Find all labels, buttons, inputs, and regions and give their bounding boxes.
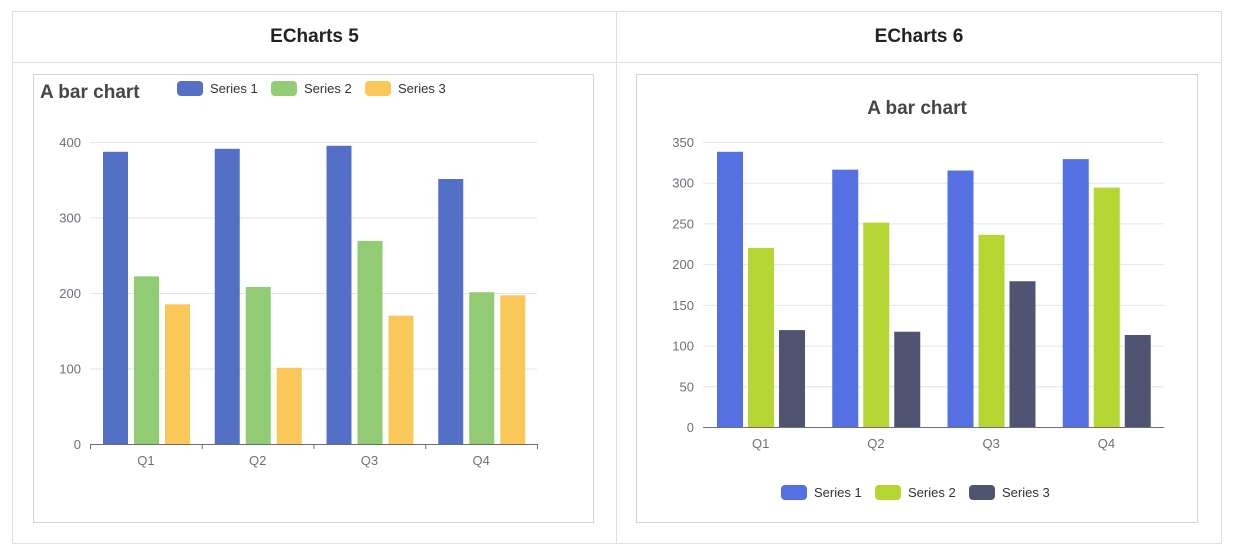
bar-series-3-q3 bbox=[1009, 281, 1036, 427]
x-tick-label: Q1 bbox=[752, 436, 769, 451]
y-tick-label: 50 bbox=[680, 379, 694, 394]
bar-series-1-q2 bbox=[214, 148, 240, 445]
bar-series-3-q1 bbox=[779, 330, 805, 427]
x-tick-label: Q1 bbox=[137, 453, 154, 468]
bar-series-1-q3 bbox=[947, 170, 974, 427]
legend-swatch-3 bbox=[969, 485, 995, 500]
column-header-echarts6: ECharts 6 bbox=[874, 26, 964, 47]
bar-series-1-q1 bbox=[717, 151, 743, 427]
bar-series-2-q2 bbox=[863, 222, 890, 427]
legend-swatch-2 bbox=[271, 81, 297, 96]
x-tick-label: Q4 bbox=[1098, 436, 1115, 451]
bar-series-1-q4 bbox=[1062, 159, 1089, 427]
bar-series-2-q2 bbox=[245, 286, 271, 444]
x-tick-label: Q4 bbox=[472, 453, 489, 468]
y-tick-label: 400 bbox=[59, 135, 81, 150]
legend-label-2: Series 2 bbox=[304, 81, 352, 96]
legend-swatch-1 bbox=[781, 485, 807, 500]
bar-series-2-q3 bbox=[978, 234, 1005, 427]
legend-label-1: Series 1 bbox=[210, 81, 258, 96]
column-divider bbox=[616, 12, 617, 543]
x-tick-label: Q2 bbox=[867, 436, 884, 451]
y-tick-label: 200 bbox=[672, 257, 694, 272]
bar-series-1-q3 bbox=[326, 145, 352, 444]
comparison-table: ECharts 5 ECharts 6 bbox=[12, 11, 1222, 544]
column-header-echarts5: ECharts 5 bbox=[270, 26, 359, 47]
legend-label-2: Series 2 bbox=[908, 485, 956, 500]
x-tick-label: Q3 bbox=[361, 453, 378, 468]
bar-series-3-q2 bbox=[894, 331, 921, 427]
bar-series-3-q2 bbox=[276, 367, 302, 444]
y-tick-label: 300 bbox=[59, 211, 81, 226]
y-tick-label: 200 bbox=[59, 286, 81, 301]
bar-series-1-q4 bbox=[438, 178, 464, 444]
chart-title: A bar chart bbox=[867, 98, 967, 119]
y-tick-label: 100 bbox=[59, 362, 81, 377]
y-tick-label: 100 bbox=[672, 339, 694, 354]
y-tick-label: 0 bbox=[687, 420, 694, 435]
header-divider bbox=[13, 62, 1221, 63]
y-tick-label: 350 bbox=[672, 135, 694, 150]
legend-label-3: Series 3 bbox=[1002, 485, 1050, 500]
bar-series-3-q4 bbox=[1124, 334, 1151, 427]
bar-series-2-q4 bbox=[469, 292, 495, 444]
legend-label-3: Series 3 bbox=[398, 81, 446, 96]
y-tick-label: 0 bbox=[74, 437, 81, 452]
bar-series-2-q4 bbox=[1093, 187, 1120, 427]
y-tick-label: 250 bbox=[672, 216, 694, 231]
y-tick-label: 150 bbox=[672, 298, 694, 313]
y-tick-label: 300 bbox=[672, 176, 694, 191]
legend-swatch-3 bbox=[365, 81, 391, 96]
bar-series-2-q3 bbox=[357, 240, 383, 444]
bar-series-3-q3 bbox=[388, 315, 414, 444]
bar-series-1-q2 bbox=[832, 169, 859, 427]
x-tick-label: Q2 bbox=[249, 453, 266, 468]
legend-swatch-1 bbox=[177, 81, 203, 96]
legend-label-1: Series 1 bbox=[814, 485, 862, 500]
bar-series-1-q1 bbox=[103, 151, 128, 444]
bar-series-3-q1 bbox=[165, 304, 190, 444]
legend-swatch-2 bbox=[875, 485, 901, 500]
chart-title: A bar chart bbox=[40, 82, 140, 103]
bar-series-2-q1 bbox=[134, 276, 159, 444]
bar-series-2-q1 bbox=[748, 247, 774, 427]
x-tick-label: Q3 bbox=[982, 436, 999, 451]
bar-series-3-q4 bbox=[500, 295, 526, 444]
